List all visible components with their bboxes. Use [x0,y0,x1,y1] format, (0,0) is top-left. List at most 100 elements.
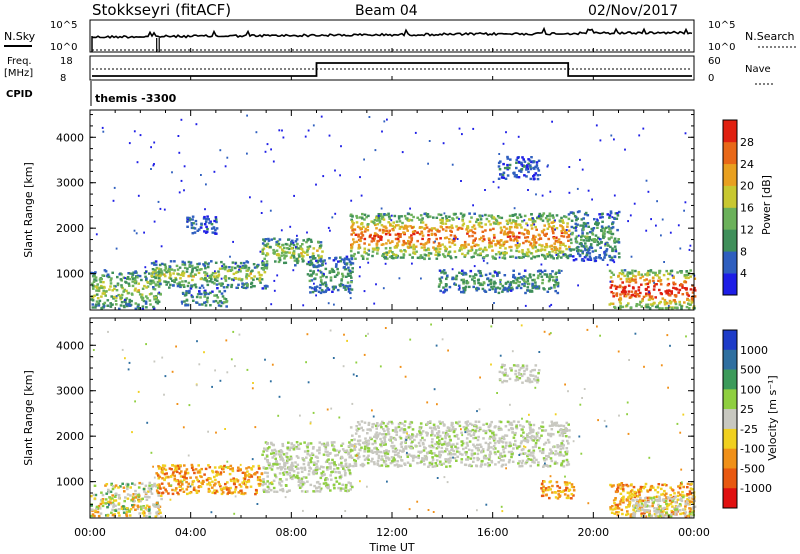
power-cell [142,299,146,303]
power-cell [635,304,638,308]
power-cell [562,253,565,256]
power-cell [611,232,615,236]
velocity-cell [148,481,152,485]
power-cell [372,239,376,242]
velocity-cell [332,484,336,487]
power-cell [328,134,331,137]
velocity-cell [380,458,383,461]
power-cell [153,263,156,266]
power-cell [216,296,220,299]
power-cell [256,265,259,268]
velocity-cell [113,513,116,516]
power-cell [471,231,475,234]
power-cell [457,288,461,291]
velocity-cell [177,492,180,496]
velocity-cell [199,485,203,488]
velocity-cell [122,507,125,511]
velocity-cell [450,445,453,448]
power-cell [357,235,360,238]
power-cell [418,218,421,221]
velocity-cell [532,449,536,452]
power-cell [517,135,520,138]
power-cell [308,245,312,248]
power-cell [408,244,412,247]
velocity-cell [465,442,469,445]
power-cell [173,260,176,263]
velocity-cell [336,467,340,470]
power-cell [363,237,367,241]
velocity-cell [229,467,232,471]
power-cell [274,260,277,263]
power-cell [538,269,541,272]
power-cell [203,290,207,293]
velocity-cell [387,428,390,431]
power-cell [366,229,370,232]
power-cell [512,275,515,279]
power-cell [454,256,458,259]
velocity-cell [208,481,211,484]
power-cell [514,244,518,247]
power-cell [102,291,106,295]
power-cell [527,282,531,286]
velocity-cell [125,483,128,486]
power-cell [423,227,427,230]
power-cell [224,298,228,301]
power-cell [199,296,202,299]
velocity-cell [360,426,363,429]
power-cell [370,240,374,243]
velocity-cell [543,464,546,467]
power-cell [395,246,399,249]
power-cell [204,304,208,307]
power-cell [548,287,552,290]
power-cell [526,236,530,239]
power-cell [318,286,322,290]
velocity-cell [164,488,167,491]
power-cell [470,246,474,249]
velocity-cell [331,470,334,473]
velocity-cell [426,452,429,455]
velocity-cell [226,487,229,490]
power-cell [321,263,324,267]
power-cell [517,250,521,253]
power-cell [430,227,434,230]
power-cell [627,302,630,305]
power-cell [190,270,194,273]
velocity-cell [466,428,470,431]
power-cell [436,245,440,248]
power-cell [232,240,234,243]
power-cell [195,223,198,226]
velocity-cell [498,420,501,423]
power-cell [475,287,478,290]
power-cell [465,279,468,283]
power-cell [445,288,448,292]
velocity-cell [367,449,371,453]
velocity-cell [313,484,316,488]
power-cell [532,218,535,222]
power-cell [93,273,96,276]
power-cell [217,304,221,307]
power-cell [605,248,609,251]
power-cell [119,278,123,281]
power-cell [526,289,530,292]
power-cell [357,233,360,236]
velocity-cell [290,457,293,460]
power-cell [544,216,548,220]
power-cell [389,246,392,250]
velocity-cell [158,509,161,512]
velocity-cell [352,464,355,468]
velocity-cell [404,445,408,448]
power-cell [447,252,450,255]
power-cell [213,294,216,297]
velocity-cell [358,439,362,442]
velocity-cell [455,435,458,438]
velocity-cell [190,463,194,467]
velocity-cell [186,471,190,475]
power-cell [493,280,496,283]
velocity-cell [541,451,545,454]
power-cell [651,304,654,307]
power-cell [246,261,250,264]
velocity-cell [99,499,103,502]
power-cell [533,223,536,226]
power-cell [294,240,298,243]
power-cell [540,230,544,233]
